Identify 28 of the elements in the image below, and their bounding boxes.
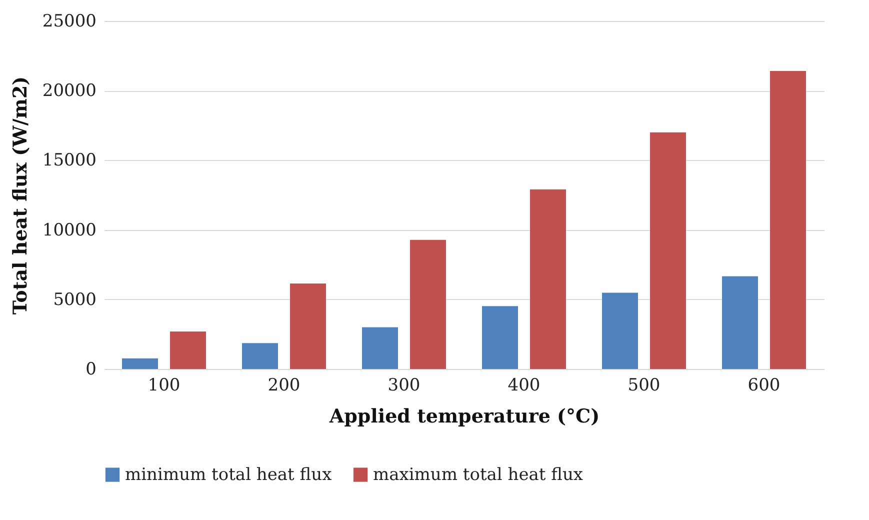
bar <box>290 284 326 369</box>
y-tick-label: 10000 <box>42 220 96 240</box>
bar <box>170 332 206 369</box>
bar <box>362 327 398 369</box>
x-tick-label: 300 <box>388 376 420 396</box>
y-tick-label: 20000 <box>42 81 96 102</box>
x-tick-label: 100 <box>148 376 180 396</box>
x-tick-label: 500 <box>628 376 660 396</box>
x-axis-title: Applied temperature (°C) <box>328 406 600 428</box>
bar <box>242 343 278 369</box>
y-axis-title: Total heat flux (W/m2) <box>9 76 32 315</box>
y-tick-label: 0 <box>86 360 96 380</box>
bar <box>650 132 686 369</box>
y-tick-label: 25000 <box>42 12 96 32</box>
bar <box>602 292 638 369</box>
legend-label: minimum total heat flux <box>125 464 332 485</box>
x-tick-label: 600 <box>748 376 780 396</box>
y-tick-label: 15000 <box>42 150 96 171</box>
bar <box>482 306 518 369</box>
bar <box>530 189 566 369</box>
bar <box>410 240 446 369</box>
bar <box>770 70 806 369</box>
bar <box>722 276 758 369</box>
x-tick-label: 200 <box>268 376 300 396</box>
legend-label: maximum total heat flux <box>373 464 584 485</box>
bar <box>122 358 158 369</box>
x-tick-label: 400 <box>508 376 540 396</box>
y-tick-label: 5000 <box>53 290 96 310</box>
